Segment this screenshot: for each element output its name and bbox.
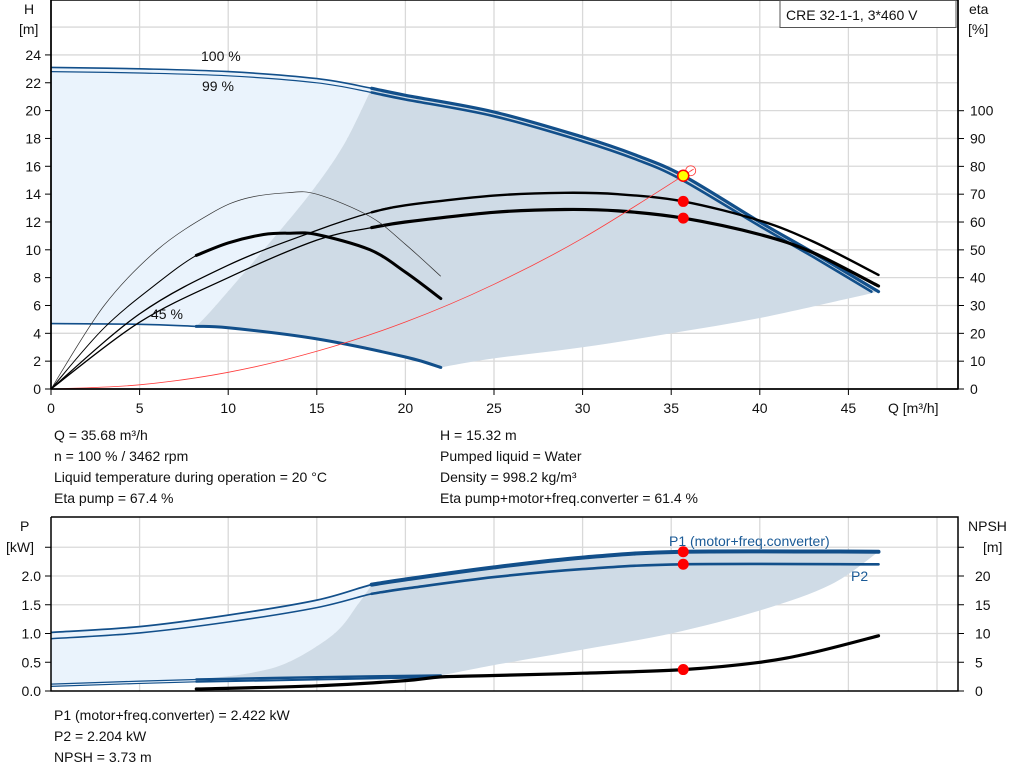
y-tick-label-eta: 20 — [970, 325, 986, 341]
duty-point-npsh — [677, 664, 689, 676]
curve-p1-45-operating — [195, 674, 443, 681]
operating-range-area-top — [196, 88, 879, 368]
tick-labels: 0 5 10 15 20 25 30 35 40 450246810121416182022240… — [22, 47, 994, 699]
y-tick-label-npsh: 10 — [975, 626, 991, 642]
y-axis-label-eta: eta — [969, 1, 989, 17]
info-p1: P1 (motor+freq.converter) = 2.422 kW — [54, 707, 291, 723]
curve-eta-total-operating — [370, 207, 881, 288]
operating-range-area-bottom — [196, 551, 879, 680]
y-tick-label-h: 18 — [25, 130, 41, 146]
y-tick-label-h: 20 — [25, 103, 41, 119]
y-tick-label-eta: 80 — [970, 158, 986, 174]
info-p2: P2 = 2.204 kW — [54, 728, 147, 744]
curve-system — [50, 168, 694, 390]
x-tick-label: 25 — [486, 400, 502, 416]
curve-p2-45-operating — [195, 676, 442, 683]
info-npsh: NPSH = 3.73 m — [54, 749, 152, 765]
y-tick-label-eta: 90 — [970, 131, 986, 147]
legend-box — [779, 0, 957, 28]
y-tick-label-p: 2.0 — [22, 568, 42, 584]
y-tick-label-eta: 30 — [970, 298, 986, 314]
y-tick-label-eta: 60 — [970, 214, 986, 230]
curve-label-100: 100 % — [201, 48, 241, 64]
curve-head-100-operating — [370, 86, 881, 294]
x-tick-label: 0 — [47, 400, 55, 416]
y-tick-label-h: 8 — [33, 270, 41, 286]
curves — [50, 66, 881, 691]
y-axis-unit-h: [m] — [19, 21, 38, 37]
y-tick-label-h: 22 — [25, 75, 41, 91]
y-tick-label-npsh: 0 — [975, 683, 983, 699]
duty-point-markers — [676, 165, 697, 676]
y-tick-label-eta: 70 — [970, 186, 986, 202]
x-tick-label: 40 — [752, 400, 768, 416]
curve-p1-operating — [369, 549, 881, 587]
y-tick-label-npsh: 15 — [975, 597, 991, 613]
y-tick-label-p: 0.0 — [22, 683, 42, 699]
x-tick-label: 30 — [575, 400, 591, 416]
y-tick-label-h: 6 — [33, 297, 41, 313]
info-eta-total: Eta pump+motor+freq.converter = 61.4 % — [440, 490, 698, 506]
duty-point-p1 — [677, 546, 689, 558]
curve-label-p2: P2 — [851, 568, 868, 584]
y-tick-label-eta: 100 — [970, 103, 994, 119]
y-tick-label-p: 1.5 — [22, 597, 42, 613]
info-eta-pump: Eta pump = 67.4 % — [54, 490, 173, 506]
y-tick-label-eta: 0 — [970, 381, 978, 397]
y-tick-label-npsh: 20 — [975, 568, 991, 584]
curve-label-45: 45 % — [151, 306, 183, 322]
x-tick-label: 35 — [663, 400, 679, 416]
y-tick-label-h: 12 — [25, 214, 41, 230]
y-tick-label-eta: 40 — [970, 270, 986, 286]
duty-point-eta-total — [677, 212, 689, 224]
info-head: H = 15.32 m — [440, 427, 517, 443]
y-tick-label-npsh: 5 — [975, 654, 983, 670]
y-axis-unit-eta: [%] — [968, 21, 988, 37]
y-tick-label-p: 0.5 — [22, 654, 42, 670]
curve-eta-pump-operating — [370, 191, 880, 277]
y-tick-label-h: 14 — [25, 186, 41, 202]
y-axis-label-p: P — [20, 518, 29, 534]
y-axis-label-h: H — [24, 1, 34, 17]
y-tick-label-h: 2 — [33, 353, 41, 369]
y-tick-label-h: 10 — [25, 242, 41, 258]
duty-point-head — [676, 169, 690, 182]
y-axis-unit-p: [kW] — [6, 539, 34, 555]
light-range-area-bottom — [51, 584, 372, 687]
info-density: Density = 998.2 kg/m³ — [440, 469, 577, 485]
duty-point-eta-pump — [677, 195, 689, 207]
info-liquid-temp: Liquid temperature during operation = 20… — [54, 469, 327, 485]
y-axis-unit-npsh: [m] — [983, 539, 1002, 555]
curve-label-99: 99 % — [202, 78, 234, 94]
light-range-area-top — [51, 67, 372, 327]
y-axis-label-npsh: NPSH — [968, 518, 1007, 534]
curve-p2-operating — [370, 562, 880, 596]
x-axis-label: Q [m³/h] — [888, 400, 939, 416]
y-tick-label-eta: 10 — [970, 353, 986, 369]
y-tick-label-h: 0 — [33, 381, 41, 397]
y-tick-label-h: 24 — [25, 47, 41, 63]
info-flow: Q = 35.68 m³/h — [54, 427, 148, 443]
x-tick-label: 15 — [309, 400, 325, 416]
curve-eta-total-45-operating — [194, 231, 443, 301]
curve-npsh-operating — [194, 634, 881, 691]
curve-eta-pump-45 — [50, 191, 442, 390]
curve-head-45-operating — [194, 324, 443, 369]
y-tick-label-p: 1.0 — [22, 626, 42, 642]
operating-range-areas — [51, 67, 879, 687]
x-tick-label: 5 — [136, 400, 144, 416]
x-tick-label: 10 — [220, 400, 236, 416]
y-tick-label-h: 16 — [25, 158, 41, 174]
x-tick-label: 45 — [841, 400, 857, 416]
y-tick-label-h: 4 — [33, 325, 41, 341]
legend-box-text: CRE 32-1-1, 3*460 V — [786, 7, 918, 23]
duty-point-p2 — [677, 558, 689, 570]
x-tick-label: 20 — [398, 400, 414, 416]
info-speed: n = 100 % / 3462 rpm — [54, 448, 188, 464]
curve-label-p1: P1 (motor+freq.converter) — [669, 533, 830, 549]
y-tick-label-eta: 50 — [970, 242, 986, 258]
info-liquid: Pumped liquid = Water — [440, 448, 582, 464]
